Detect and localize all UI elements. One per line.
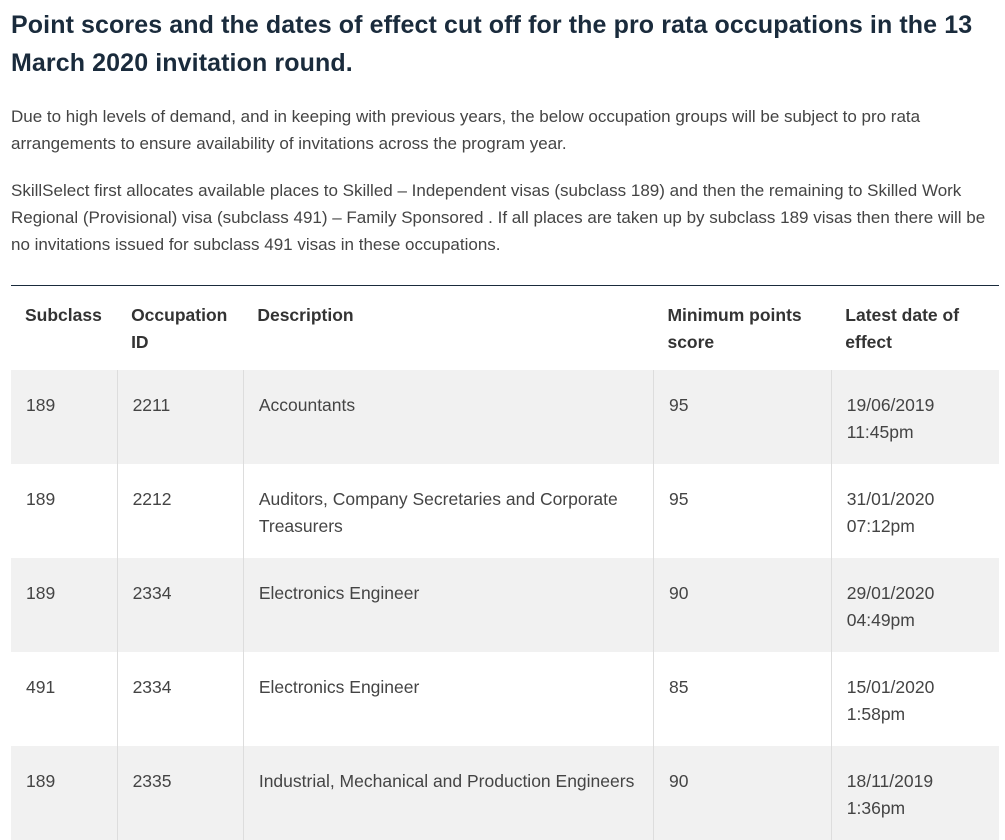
header-minimum-points: Minimum points score bbox=[667, 305, 802, 352]
header-description: Description bbox=[257, 305, 354, 325]
table-header: Subclass Occupation ID Description Minim… bbox=[11, 286, 999, 371]
table-row: 189 2212 Auditors, Company Secretaries a… bbox=[11, 464, 999, 558]
cell-minimum-points: 85 bbox=[652, 652, 832, 746]
cell-description: Electronics Engineer bbox=[242, 558, 654, 652]
cell-minimum-points: 90 bbox=[652, 558, 832, 652]
cell-minimum-points: 95 bbox=[652, 370, 832, 464]
cell-subclass: 491 bbox=[11, 652, 118, 746]
table-header-row: Subclass Occupation ID Description Minim… bbox=[11, 286, 999, 371]
cell-minimum-points: 95 bbox=[652, 464, 832, 558]
cell-description: Accountants bbox=[242, 370, 654, 464]
header-occupation-id: Occupation ID bbox=[131, 305, 228, 352]
cell-description: Auditors, Company Secretaries and Corpor… bbox=[242, 464, 654, 558]
table-row: 491 2334 Electronics Engineer 85 15/01/2… bbox=[11, 652, 999, 746]
cell-subclass: 189 bbox=[11, 746, 118, 840]
cell-latest-date: 31/01/2020 07:12pm bbox=[830, 464, 999, 558]
cell-description: Electronics Engineer bbox=[242, 652, 654, 746]
page-content: Point scores and the dates of effect cut… bbox=[11, 0, 999, 840]
cell-minimum-points: 90 bbox=[652, 746, 832, 840]
cell-description: Industrial, Mechanical and Production En… bbox=[242, 746, 654, 840]
table-row: 189 2211 Accountants 95 19/06/2019 11:45… bbox=[11, 370, 999, 464]
cell-subclass: 189 bbox=[11, 464, 118, 558]
occupations-table: Subclass Occupation ID Description Minim… bbox=[11, 285, 999, 840]
page-title: Point scores and the dates of effect cut… bbox=[11, 11, 973, 77]
intro-paragraph-demand: Due to high levels of demand, and in kee… bbox=[11, 107, 921, 153]
cell-latest-date: 18/11/2019 1:36pm bbox=[830, 746, 999, 840]
cell-subclass: 189 bbox=[11, 558, 118, 652]
cell-latest-date: 15/01/2020 1:58pm bbox=[830, 652, 999, 746]
header-subclass: Subclass bbox=[25, 305, 102, 325]
cell-occupation-id: 2334 bbox=[116, 558, 244, 652]
cell-occupation-id: 2335 bbox=[116, 746, 244, 840]
header-latest-date: Latest date of effect bbox=[845, 305, 960, 352]
cell-occupation-id: 2211 bbox=[116, 370, 244, 464]
table-row: 189 2335 Industrial, Mechanical and Prod… bbox=[11, 746, 999, 840]
cell-latest-date: 29/01/2020 04:49pm bbox=[830, 558, 999, 652]
intro-paragraph-allocation: SkillSelect first allocates available pl… bbox=[11, 181, 986, 254]
cell-latest-date: 19/06/2019 11:45pm bbox=[830, 370, 999, 464]
cell-subclass: 189 bbox=[11, 370, 118, 464]
table-body: 189 2211 Accountants 95 19/06/2019 11:45… bbox=[11, 370, 999, 840]
cell-occupation-id: 2212 bbox=[116, 464, 244, 558]
cell-occupation-id: 2334 bbox=[116, 652, 244, 746]
table-row: 189 2334 Electronics Engineer 90 29/01/2… bbox=[11, 558, 999, 652]
